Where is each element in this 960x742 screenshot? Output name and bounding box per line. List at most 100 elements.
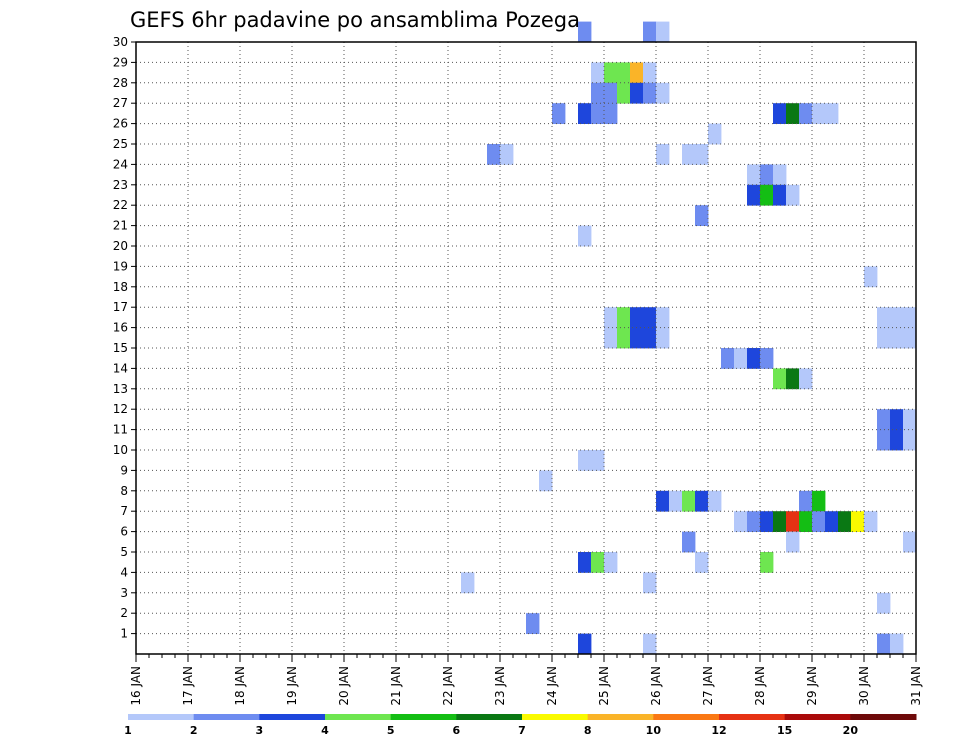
x-tick-label: 23 JAN — [493, 666, 507, 706]
heatmap-cell — [786, 103, 800, 124]
heatmap-cell — [695, 144, 709, 165]
heatmap-cell — [760, 552, 774, 573]
heatmap-cell — [643, 572, 657, 594]
heatmap-cell — [825, 511, 839, 532]
y-tick-label: 24 — [113, 157, 128, 171]
heatmap-cell — [773, 184, 787, 206]
heatmap-cell — [786, 511, 800, 532]
heatmap-cell — [578, 21, 592, 43]
heatmap-cell — [617, 327, 631, 349]
x-tick-label: 24 JAN — [545, 666, 559, 706]
heatmap-cell — [890, 307, 904, 328]
legend-swatch — [719, 714, 786, 720]
heatmap-cell — [539, 470, 553, 492]
heatmap-cell — [487, 144, 501, 165]
heatmap-cell — [760, 164, 774, 186]
x-tick-label: 20 JAN — [337, 666, 351, 706]
heatmap-cell — [864, 266, 878, 288]
heatmap-cell — [591, 552, 605, 573]
y-tick-label: 19 — [113, 259, 128, 273]
heatmap-cell — [656, 307, 670, 328]
x-tick-label: 31 JAN — [909, 666, 923, 706]
heatmap-cell — [786, 184, 800, 206]
y-tick-label: 6 — [120, 525, 128, 539]
heatmap-cell — [773, 511, 787, 532]
legend-swatch — [522, 714, 589, 720]
heatmap-cell — [591, 82, 605, 104]
y-tick-label: 7 — [120, 504, 128, 518]
x-tick-label: 30 JAN — [857, 666, 871, 706]
y-tick-label: 20 — [113, 239, 128, 253]
heatmap-cell — [604, 327, 618, 349]
legend-label: 15 — [777, 724, 792, 737]
legend-swatch — [456, 714, 523, 720]
chart-title: GEFS 6hr padavine po ansamblima Pozega — [130, 8, 580, 32]
y-tick-label: 4 — [120, 565, 128, 579]
heatmap-cell — [461, 572, 475, 594]
heatmap-cell — [695, 490, 709, 512]
heatmap-cell — [721, 348, 735, 369]
y-tick-label: 5 — [120, 545, 128, 559]
heatmap-cell — [786, 368, 800, 390]
y-tick-label: 27 — [113, 96, 128, 110]
heatmap-cell — [877, 429, 891, 451]
heatmap-cell — [799, 368, 813, 390]
heatmap-cell — [578, 103, 592, 124]
y-tick-label: 14 — [113, 361, 128, 375]
heatmap-cell — [747, 348, 761, 369]
legend-swatch — [325, 714, 392, 720]
heatmap-cell — [591, 103, 605, 124]
heatmap-cell — [708, 123, 722, 145]
heatmap-cell — [604, 307, 618, 328]
heatmap-cell — [578, 552, 592, 573]
heatmap-cell — [903, 327, 917, 349]
heatmap-cell — [630, 327, 644, 349]
heatmap-cell — [799, 490, 813, 512]
heatmap-cell — [604, 103, 618, 124]
y-tick-label: 2 — [120, 606, 128, 620]
x-tick-label: 25 JAN — [597, 666, 611, 706]
heatmap-cell — [578, 225, 592, 247]
heatmap-cell — [773, 164, 787, 186]
heatmap-cell — [643, 307, 657, 328]
y-tick-label: 25 — [113, 137, 128, 151]
heatmap-cell — [890, 409, 904, 430]
y-tick-label: 22 — [113, 198, 128, 212]
x-tick-label: 21 JAN — [389, 666, 403, 706]
legend-label: 12 — [711, 724, 726, 737]
heatmap-cell — [578, 450, 592, 471]
heatmap-cell — [747, 184, 761, 206]
y-tick-label: 13 — [113, 382, 128, 396]
heatmap-cell — [643, 633, 657, 655]
heatmap-cell — [890, 429, 904, 451]
legend-label: 6 — [453, 724, 461, 737]
heatmap-cell — [812, 490, 826, 512]
x-tick-label: 18 JAN — [233, 666, 247, 706]
heatmap-cell — [656, 82, 670, 104]
heatmap-cell — [903, 409, 917, 430]
y-tick-label: 18 — [113, 280, 128, 294]
y-tick-label: 12 — [113, 402, 128, 416]
legend-swatch — [784, 714, 851, 720]
heatmap-cell — [760, 348, 774, 369]
heatmap-cell — [786, 531, 800, 553]
heatmap-cell — [630, 62, 644, 84]
heatmap-cell — [682, 144, 696, 165]
heatmap-cell — [591, 62, 605, 84]
legend-swatch — [259, 714, 326, 720]
legend-label: 4 — [321, 724, 329, 737]
y-tick-label: 23 — [113, 178, 128, 192]
heatmap-cell — [799, 103, 813, 124]
cells-layer — [461, 21, 917, 655]
y-tick-label: 9 — [120, 463, 128, 477]
y-tick-label: 26 — [113, 117, 128, 131]
heatmap-cell — [747, 511, 761, 532]
heatmap-cell — [682, 490, 696, 512]
legend-label: 10 — [646, 724, 662, 737]
heatmap-cell — [656, 327, 670, 349]
legend-label: 1 — [124, 724, 132, 737]
heatmap-cell — [630, 82, 644, 104]
legend-label: 7 — [518, 724, 526, 737]
legend-swatch — [193, 714, 260, 720]
